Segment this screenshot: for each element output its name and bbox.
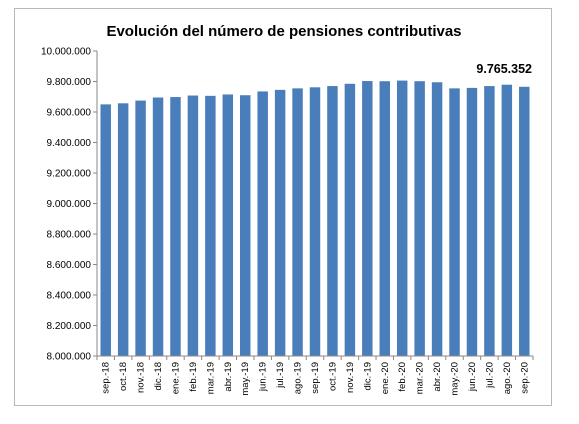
bar-mar.-20	[414, 81, 425, 356]
chart-title: Evolución del número de pensiones contri…	[106, 23, 461, 40]
x-tick-label: ago.-20	[502, 362, 513, 394]
x-tick-label: mar.-19	[205, 362, 216, 394]
x-tick-label: nov.-18	[136, 362, 147, 393]
bar-may.-19	[240, 95, 251, 356]
axis-lines	[96, 51, 533, 357]
bar-abr.-19	[222, 94, 234, 357]
bar-oct.-19	[327, 86, 338, 356]
x-tick-label: ene.-20	[380, 362, 391, 394]
x-tick-label: jul.-19	[275, 362, 286, 389]
bar-sep.-20	[519, 86, 530, 357]
y-tick-label: 9.800.000	[47, 77, 92, 88]
bar-ene.-20	[379, 81, 390, 356]
bar-sep.-18	[100, 104, 111, 356]
x-tick-label: may.-20	[450, 362, 461, 396]
y-tick-label: 9.600.000	[47, 108, 92, 119]
bar-may.-20	[449, 88, 460, 357]
bar-oct.-18	[117, 103, 129, 357]
bar-nov.-18	[135, 100, 146, 356]
x-tick-label: dic.-18	[153, 362, 164, 391]
bar-nov.-19	[344, 83, 356, 356]
x-tick-label: feb.-19	[188, 362, 199, 392]
x-tick-label: sep.-20	[519, 362, 530, 394]
bar-dic.-19	[362, 81, 373, 356]
x-tick-label: jun.-19	[258, 362, 269, 392]
last-value-annotation: 9.765.352	[476, 62, 532, 76]
bar-chart: Evolución del número de pensiones contri…	[41, 23, 534, 396]
y-tick-label: 9.400.000	[47, 138, 92, 149]
x-tick-label: oct.-19	[327, 362, 338, 391]
x-tick-label: nov.-19	[345, 362, 356, 393]
bar-jul.-19	[274, 89, 286, 356]
y-tick-label: 8.000.000	[47, 352, 92, 363]
y-tick-label: 9.200.000	[47, 169, 92, 180]
bar-abr.-20	[431, 82, 443, 356]
bar-ene.-19	[170, 97, 181, 357]
bar-dic.-18	[152, 97, 164, 356]
x-tick-label: mar.-20	[415, 362, 426, 394]
x-tick-label: abr.-19	[223, 362, 234, 392]
x-axis: sep.-18 oct.-18 nov.-18 dic.-18 ene.-19 feb.-…	[96, 356, 534, 396]
y-tick-label: 8.200.000	[47, 321, 92, 332]
x-tick-label: jun.-20	[467, 362, 478, 392]
bar-mar.-19	[205, 95, 216, 357]
x-tick-label: jul.-20	[484, 362, 495, 389]
y-tick-label: 8.800.000	[47, 230, 92, 241]
x-tick-label: oct.-18	[118, 362, 129, 391]
y-tick-label: 8.600.000	[47, 260, 92, 271]
bar-feb.-20	[396, 80, 408, 357]
bar-jul.-20	[484, 86, 495, 356]
y-tick-label: 10.000.000	[41, 47, 91, 58]
bar-feb.-19	[187, 95, 199, 356]
bar-sep.-19	[309, 87, 321, 357]
x-tick-label: may.-19	[240, 362, 251, 396]
x-tick-label: sep.-19	[310, 362, 321, 394]
bar-jun.-19	[257, 91, 268, 356]
bars	[100, 80, 530, 357]
y-tick-label: 9.000.000	[47, 199, 92, 210]
x-tick-label: dic.-19	[362, 362, 373, 391]
bar-ago.-19	[292, 88, 303, 357]
bar-jun.-20	[466, 87, 478, 356]
y-axis: 8.000.000 8.200.000 8.400.000 8.600.000 8.80…	[41, 47, 97, 363]
chart-frame: Evolución del número de pensiones contri…	[14, 8, 552, 406]
y-tick-label: 8.400.000	[47, 291, 92, 302]
x-tick-label: ago.-19	[293, 362, 304, 394]
x-tick-label: abr.-20	[432, 362, 443, 392]
bar-ago.-20	[501, 84, 513, 356]
x-tick-label: ene.-19	[170, 362, 181, 394]
x-tick-label: sep.-18	[101, 362, 112, 394]
x-tick-label: feb.-20	[397, 362, 408, 392]
